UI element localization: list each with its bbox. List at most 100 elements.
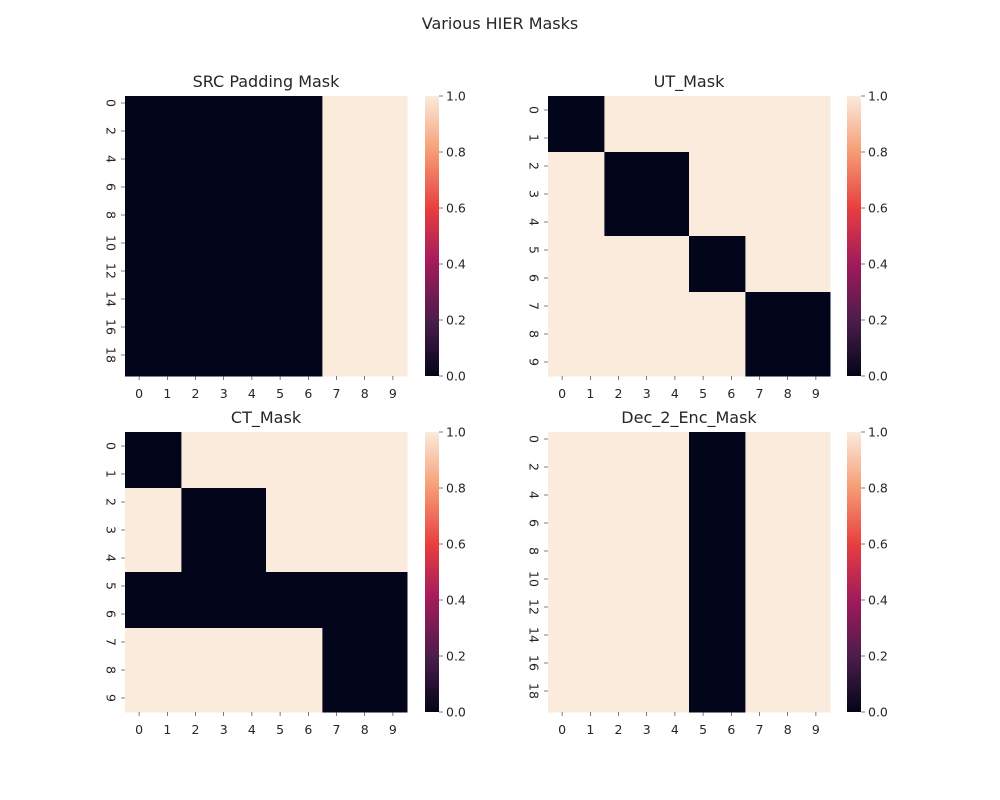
heatmap-cell (153, 138, 182, 153)
heatmap-cell (576, 586, 605, 601)
figure-title: Various HIER Masks (422, 14, 579, 33)
heatmap-cell (632, 432, 662, 447)
heatmap-cell (153, 516, 182, 545)
heatmap-cell (604, 684, 634, 699)
y-tick-label: 1 (104, 470, 119, 478)
y-tick-label: 12 (527, 599, 542, 615)
heatmap-cell (745, 544, 775, 559)
heatmap-cell (801, 614, 831, 629)
heatmap-cell (237, 250, 267, 265)
heatmap-cell (378, 488, 408, 517)
heatmap-cell (294, 180, 323, 195)
heatmap-cell (125, 488, 154, 517)
heatmap-cell (632, 180, 662, 209)
colorbar-tick-label: 1.0 (868, 425, 888, 440)
x-tick-label: 8 (361, 722, 369, 737)
heatmap-cell (378, 684, 408, 713)
heatmap-cell (689, 180, 718, 209)
heatmap-cell (632, 474, 662, 489)
heatmap-cell (689, 530, 718, 545)
heatmap-cell (237, 432, 267, 461)
x-tick-label: 7 (333, 386, 341, 401)
heatmap-cell (153, 110, 182, 125)
heatmap-panel: UT_Mask 0 1 2 3 4 5 6 7 8 9 0 1 2 3 4 5 6 7 8 9 0.0 0.2 0.4 0.6 0… (527, 72, 888, 401)
heatmap-cell (294, 656, 323, 685)
heatmap-cell (378, 110, 408, 125)
colorbar-tick-label: 0.2 (868, 313, 888, 328)
heatmap-cell (378, 516, 408, 545)
heatmap-cell (660, 670, 690, 685)
heatmap-cell (745, 684, 775, 699)
heatmap-cell (801, 656, 831, 671)
heatmap-cell (548, 124, 577, 153)
heatmap-cell (294, 96, 323, 111)
heatmap-cell (632, 516, 662, 531)
y-tick-label: 12 (104, 263, 119, 279)
heatmap-cell (237, 138, 267, 153)
heatmap-cell (660, 180, 690, 209)
heatmap-cell (548, 558, 577, 573)
heatmap-cell (773, 320, 803, 349)
heatmap-cell (266, 334, 295, 349)
heatmap-cell (237, 152, 267, 167)
heatmap-cell (604, 180, 634, 209)
y-tick-label: 2 (527, 162, 542, 170)
heatmap-cell (181, 138, 211, 153)
heatmap-cell (350, 432, 380, 461)
heatmap-cell (717, 642, 746, 657)
heatmap-cell (322, 96, 352, 111)
heatmap-cell (237, 320, 267, 335)
heatmap-cell (378, 572, 408, 601)
heatmap-cell (378, 600, 408, 629)
heatmap-cell (745, 614, 775, 629)
heatmap-cell (266, 124, 295, 139)
heatmap-cell (745, 292, 775, 321)
heatmap-cell (294, 278, 323, 293)
heatmap-cell (773, 292, 803, 321)
heatmap-cell (632, 628, 662, 643)
y-tick-label: 6 (527, 274, 542, 282)
heatmap-cell (576, 698, 605, 713)
heatmap-cell (294, 138, 323, 153)
heatmap-cell (125, 124, 154, 139)
heatmap-cell (604, 474, 634, 489)
heatmap-cell (773, 572, 803, 587)
heatmap-cell (125, 432, 154, 461)
heatmap-cell (745, 502, 775, 517)
heatmap-cell (773, 208, 803, 237)
heatmap-cell (209, 306, 239, 321)
heatmap-cell (181, 572, 211, 601)
heatmap-cell (350, 278, 380, 293)
heatmap-cell (322, 138, 352, 153)
heatmap-cell (689, 208, 718, 237)
heatmap-cell (209, 516, 239, 545)
heatmap-cell (548, 180, 577, 209)
heatmap-cell (773, 446, 803, 461)
heatmap-cell (350, 488, 380, 517)
heatmap-cell (294, 320, 323, 335)
heatmap-cell (153, 362, 182, 377)
heatmap-cell (125, 684, 154, 713)
heatmap-cell (745, 558, 775, 573)
heatmap-cell (209, 180, 239, 195)
heatmap-cell (237, 488, 267, 517)
heatmap-cell (576, 320, 605, 349)
heatmap-cell (125, 208, 154, 223)
heatmap-cell (350, 152, 380, 167)
heatmap-cell (322, 194, 352, 209)
heatmap-cell (181, 488, 211, 517)
heatmap-cell (181, 460, 211, 489)
heatmap-cell (294, 110, 323, 125)
heatmap-cell (660, 628, 690, 643)
heatmap-cell (322, 166, 352, 181)
heatmap-title: Dec_2_Enc_Mask (621, 408, 757, 428)
heatmap-cell (350, 628, 380, 657)
heatmap-cell (689, 474, 718, 489)
colorbar-tick-label: 0.8 (868, 481, 888, 496)
y-tick-label: 2 (527, 463, 542, 471)
heatmap-cell (604, 586, 634, 601)
heatmap-cell (322, 432, 352, 461)
y-tick-label: 4 (104, 155, 119, 163)
heatmap-cell (237, 96, 267, 111)
